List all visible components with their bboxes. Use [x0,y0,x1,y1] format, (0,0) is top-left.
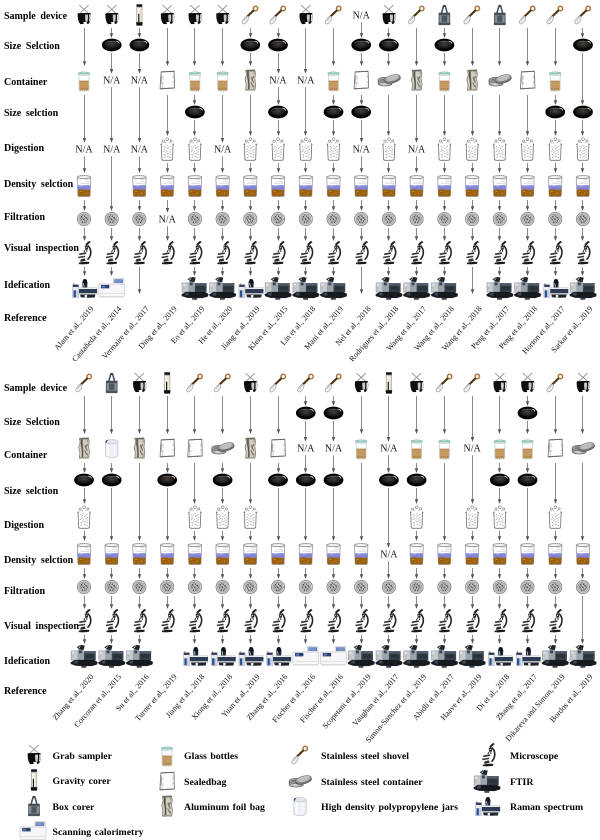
svg-text:Density selction: Density selction [4,179,74,190]
svg-text:Filtration: Filtration [4,586,46,597]
svg-text:N/A: N/A [269,75,287,86]
svg-text:Idefication: Idefication [4,656,51,667]
svg-text:Container: Container [4,450,48,461]
svg-text:Size selction: Size selction [4,108,59,119]
svg-text:N/A: N/A [353,144,371,155]
svg-text:Container: Container [4,77,48,88]
svg-text:Idefication: Idefication [4,280,51,291]
svg-text:N/A: N/A [75,144,93,155]
svg-text:Digestion: Digestion [4,143,44,154]
svg-text:N/A: N/A [159,214,177,225]
svg-text:Digestion: Digestion [4,520,44,531]
svg-text:Filtration: Filtration [4,212,46,223]
svg-text:N/A: N/A [380,549,398,560]
svg-text:Raman spectrum: Raman spectrum [510,802,583,813]
svg-text:Size selction: Size selction [4,486,59,497]
svg-text:FTIR: FTIR [510,777,534,788]
svg-text:Aluminum foil bag: Aluminum foil bag [184,802,265,813]
svg-text:N/A: N/A [297,75,315,86]
svg-text:Sample device: Sample device [4,11,68,22]
svg-text:N/A: N/A [325,443,343,454]
svg-text:Size Selction: Size Selction [4,417,60,428]
svg-text:N/A: N/A [103,144,121,155]
svg-text:N/A: N/A [297,443,315,454]
svg-text:Microscope: Microscope [510,751,559,762]
svg-text:Reference: Reference [4,313,47,324]
svg-text:Visual inspection: Visual inspection [4,243,79,254]
svg-text:Scanning calorimetry: Scanning calorimetry [53,827,144,838]
svg-text:N/A: N/A [214,144,232,155]
svg-text:Sample device: Sample device [4,383,68,394]
svg-text:Box corer: Box corer [53,802,96,813]
svg-text:Stainless steel container: Stainless steel container [321,777,423,788]
svg-text:Stainless steel shovel: Stainless steel shovel [321,751,409,762]
svg-text:N/A: N/A [408,144,426,155]
svg-text:Reference: Reference [4,686,47,697]
svg-text:Sealedbag: Sealedbag [184,777,227,788]
svg-text:High density polypropylene jar: High density polypropylene jars [321,802,458,813]
svg-text:Density selction: Density selction [4,555,74,566]
svg-text:N/A: N/A [103,75,121,86]
svg-text:N/A: N/A [131,144,149,155]
svg-text:Gravity corer: Gravity corer [53,776,112,787]
svg-text:N/A: N/A [131,75,149,86]
svg-text:Glass bottles: Glass bottles [184,751,238,762]
svg-text:N/A: N/A [463,443,481,454]
svg-text:Visual inspection: Visual inspection [4,621,79,632]
svg-text:N/A: N/A [353,10,371,21]
svg-text:Grab sampler: Grab sampler [53,751,113,762]
svg-text:Size Selction: Size Selction [4,41,60,52]
svg-text:N/A: N/A [380,443,398,454]
